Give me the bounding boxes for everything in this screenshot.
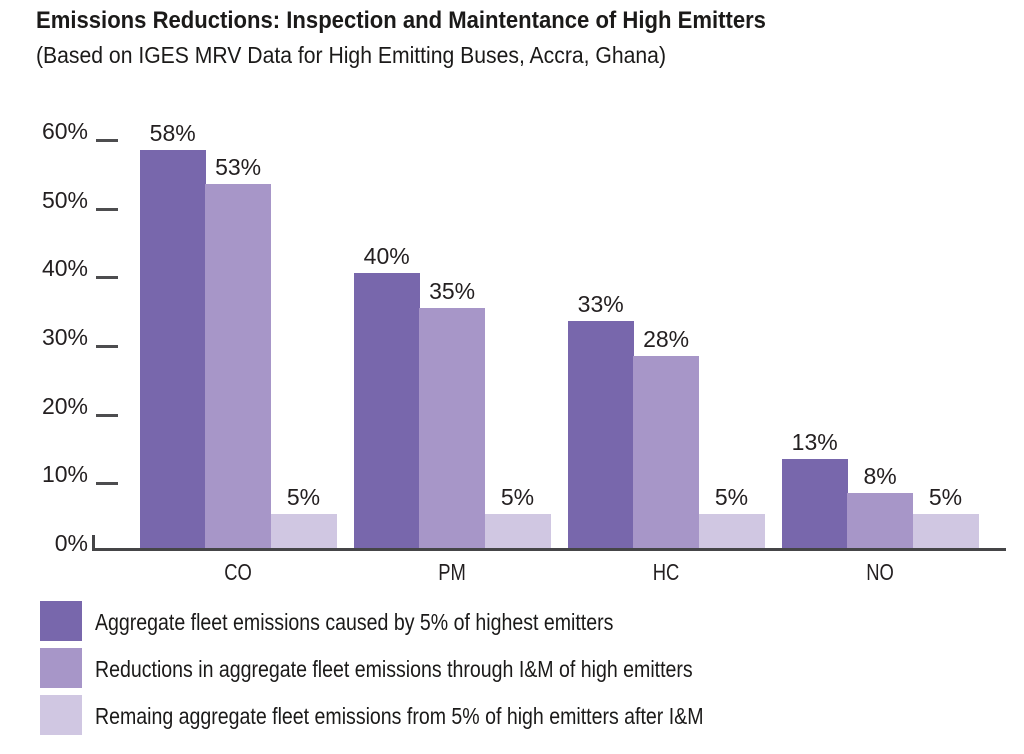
x-axis-category-label: PM: [438, 559, 466, 585]
y-axis-tick: [96, 482, 118, 486]
y-axis-tick: [96, 207, 118, 211]
chart-title: Emissions Reductions: Inspection and Mai…: [36, 7, 766, 34]
bar-pm-series2: [419, 308, 486, 548]
bar-value-label: 8%: [863, 463, 897, 489]
y-axis-tick: [96, 413, 118, 417]
y-axis-label: 40%: [41, 255, 88, 282]
legend-label: Aggregate fleet emissions caused by 5% o…: [95, 609, 614, 635]
y-axis-label: 30%: [41, 324, 88, 350]
bar-co-series2: [205, 184, 272, 548]
bar-value-label: 13%: [791, 429, 838, 455]
y-axis-label: 60%: [41, 118, 88, 144]
bar-value-label: 5%: [286, 484, 321, 510]
x-axis-category-label: HC: [652, 559, 680, 585]
bar-value-label: 5%: [714, 484, 749, 510]
bar-hc-series1: [568, 321, 634, 548]
x-axis-category-label: CO: [224, 559, 252, 585]
legend-item: Aggregate fleet emissions caused by 5% o…: [0, 601, 1024, 641]
bar-no-series1: [782, 459, 848, 548]
legend-label: Remaing aggregate fleet emissions from 5…: [95, 703, 704, 729]
bar-value-label: 35%: [429, 278, 476, 304]
bar-value-label: 5%: [500, 484, 535, 510]
y-axis-zero-tick: [92, 535, 95, 548]
bar-hc-series3: [698, 514, 765, 548]
legend-item: Reductions in aggregate fleet emissions …: [0, 648, 1024, 688]
legend-swatch: [40, 601, 82, 641]
bar-pm-series1: [354, 273, 420, 548]
y-axis-label: 50%: [41, 186, 88, 213]
legend-item: Remaing aggregate fleet emissions from 5…: [0, 695, 1024, 735]
bar-value-label: 53%: [215, 154, 262, 180]
bar-value-label: 58%: [149, 120, 196, 146]
legend-swatch: [40, 648, 82, 688]
x-axis-category-label: NO: [866, 559, 894, 585]
bar-no-series3: [912, 514, 979, 548]
y-axis-label: 10%: [41, 461, 88, 488]
y-axis-label: 20%: [41, 392, 88, 419]
y-axis-tick: [96, 345, 118, 348]
bar-value-label: 28%: [643, 326, 690, 352]
bar-no-series2: [847, 493, 914, 548]
y-axis-label: 0%: [54, 530, 88, 556]
x-axis-line: [92, 548, 1006, 551]
chart-subtitle: (Based on IGES MRV Data for High Emittin…: [36, 42, 666, 68]
y-axis-tick: [96, 139, 118, 142]
legend-swatch: [40, 695, 82, 735]
bar-co-series1: [140, 150, 206, 548]
bar-value-label: 33%: [577, 291, 624, 317]
bar-pm-series3: [484, 514, 551, 548]
bar-value-label: 5%: [928, 484, 963, 510]
legend-label: Reductions in aggregate fleet emissions …: [95, 656, 693, 682]
bar-hc-series2: [633, 356, 700, 548]
bar-co-series3: [270, 514, 337, 548]
y-axis-tick: [96, 276, 118, 280]
bar-value-label: 40%: [363, 243, 410, 269]
